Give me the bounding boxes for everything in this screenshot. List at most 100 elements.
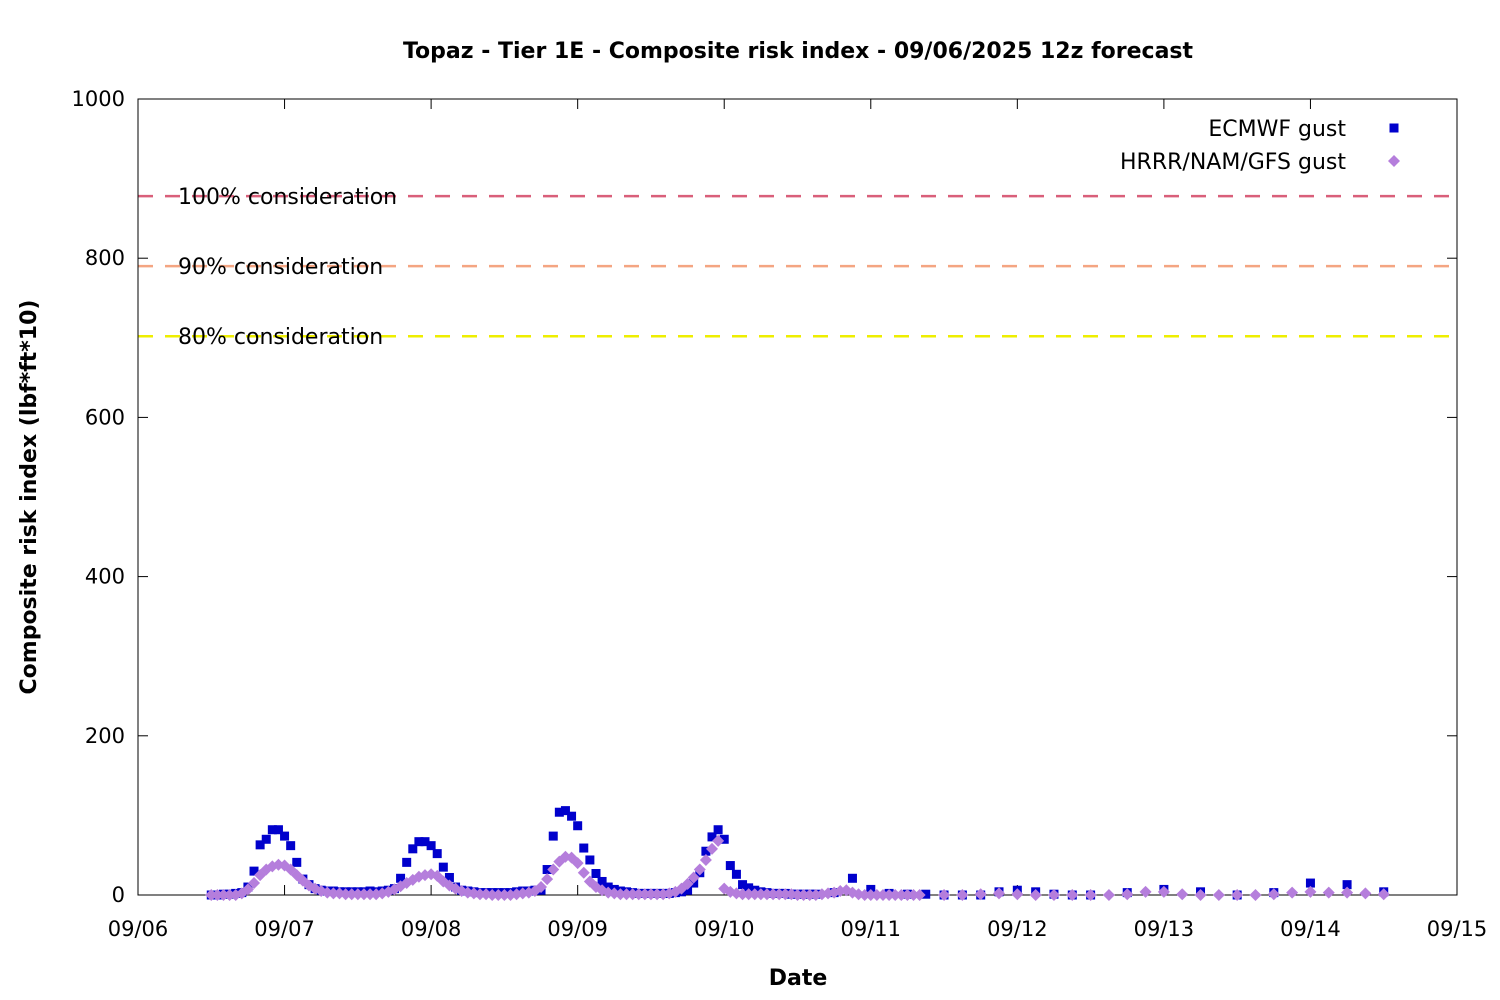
y-tick-label: 200 [85, 724, 125, 748]
data-point [738, 880, 748, 890]
data-point [414, 837, 424, 847]
data-point [797, 889, 810, 901]
legend-label: HRRR/NAM/GFS gust [1120, 150, 1346, 175]
data-point [267, 825, 277, 835]
data-point [620, 888, 633, 901]
data-point [280, 831, 290, 841]
data-point [273, 825, 283, 835]
data-point [1194, 889, 1207, 901]
data-point [535, 881, 548, 894]
data-point [632, 888, 645, 901]
data-point [597, 876, 607, 886]
data-point [681, 877, 694, 890]
data-point [864, 889, 877, 901]
legend-marker [1388, 155, 1400, 167]
data-point [1084, 889, 1097, 901]
data-point [548, 831, 558, 841]
y-tick-label: 400 [85, 565, 125, 589]
y-tick-label: 0 [112, 883, 125, 907]
data-point [438, 862, 448, 872]
data-point [1342, 880, 1352, 890]
data-point [870, 889, 883, 901]
data-point [211, 889, 224, 901]
data-point [921, 889, 931, 899]
data-point [901, 889, 914, 901]
y-tick-label: 1000 [72, 87, 125, 111]
data-point [974, 888, 987, 901]
data-point [767, 888, 780, 901]
data-point [217, 889, 230, 901]
data-point [577, 866, 590, 879]
data-point [693, 863, 706, 876]
x-tick-label: 09/07 [254, 917, 315, 941]
data-point [858, 889, 871, 901]
data-point [241, 883, 254, 896]
data-point [567, 811, 577, 821]
data-point [554, 807, 564, 817]
data-point [444, 872, 454, 882]
data-point [993, 887, 1006, 900]
data-point [223, 889, 236, 901]
data-point [585, 855, 595, 865]
data-point [1377, 888, 1390, 901]
data-point [473, 888, 486, 901]
data-point [560, 806, 570, 816]
legend: ECMWF gust HRRR/NAM/GFS gust [1120, 117, 1400, 175]
data-point [248, 877, 261, 890]
data-point [286, 841, 296, 851]
data-point [542, 865, 552, 875]
data-point [339, 888, 352, 901]
data-point [1231, 889, 1244, 901]
data-point [1047, 889, 1060, 901]
data-point [754, 888, 767, 901]
data-point [687, 871, 700, 884]
data-point [779, 888, 792, 901]
data-point [707, 832, 717, 842]
data-point [1305, 878, 1315, 888]
data-point [420, 837, 430, 847]
data-point [760, 888, 773, 901]
data-point [742, 888, 755, 901]
y-tick-label: 600 [85, 405, 125, 429]
data-point [591, 869, 601, 879]
reference-lines: 100% consideration 90% consideration 80% c… [138, 185, 1457, 350]
data-point [408, 844, 418, 854]
data-point [579, 843, 589, 853]
data-point [205, 889, 218, 901]
data-point [345, 888, 358, 901]
series-hrrr-nam-gfs-gust [205, 834, 1390, 901]
data-point [364, 888, 377, 901]
data-point [571, 857, 584, 870]
data-point [651, 888, 664, 901]
y-tick-label: 800 [85, 246, 125, 270]
data-point [913, 889, 926, 901]
data-point [644, 888, 657, 901]
data-point [547, 863, 560, 876]
data-point [883, 889, 896, 901]
x-axis-title: Date [769, 966, 828, 991]
data-point [1322, 886, 1335, 899]
x-tick-label: 09/13 [1134, 917, 1195, 941]
chart-title: Topaz - Tier 1E - Composite risk index -… [403, 39, 1194, 64]
data-point [1139, 885, 1152, 898]
data-point [1029, 889, 1042, 901]
data-point [683, 885, 693, 895]
data-point [1011, 888, 1024, 901]
data-point [725, 861, 735, 871]
data-point [1304, 885, 1317, 898]
x-tick-label: 09/11 [841, 917, 902, 941]
data-point [614, 888, 627, 901]
x-tick-label: 09/09 [547, 917, 608, 941]
x-tick-label: 09/15 [1427, 917, 1488, 941]
data-point [327, 887, 340, 900]
data-point [541, 873, 554, 886]
data-point [1121, 888, 1134, 901]
data-point [876, 889, 889, 901]
x-tick-label: 09/14 [1280, 917, 1341, 941]
x-tick-label: 09/12 [987, 917, 1048, 941]
data-point [638, 888, 651, 901]
data-point [426, 841, 436, 851]
data-point [1066, 889, 1079, 901]
data-point [1286, 886, 1299, 899]
